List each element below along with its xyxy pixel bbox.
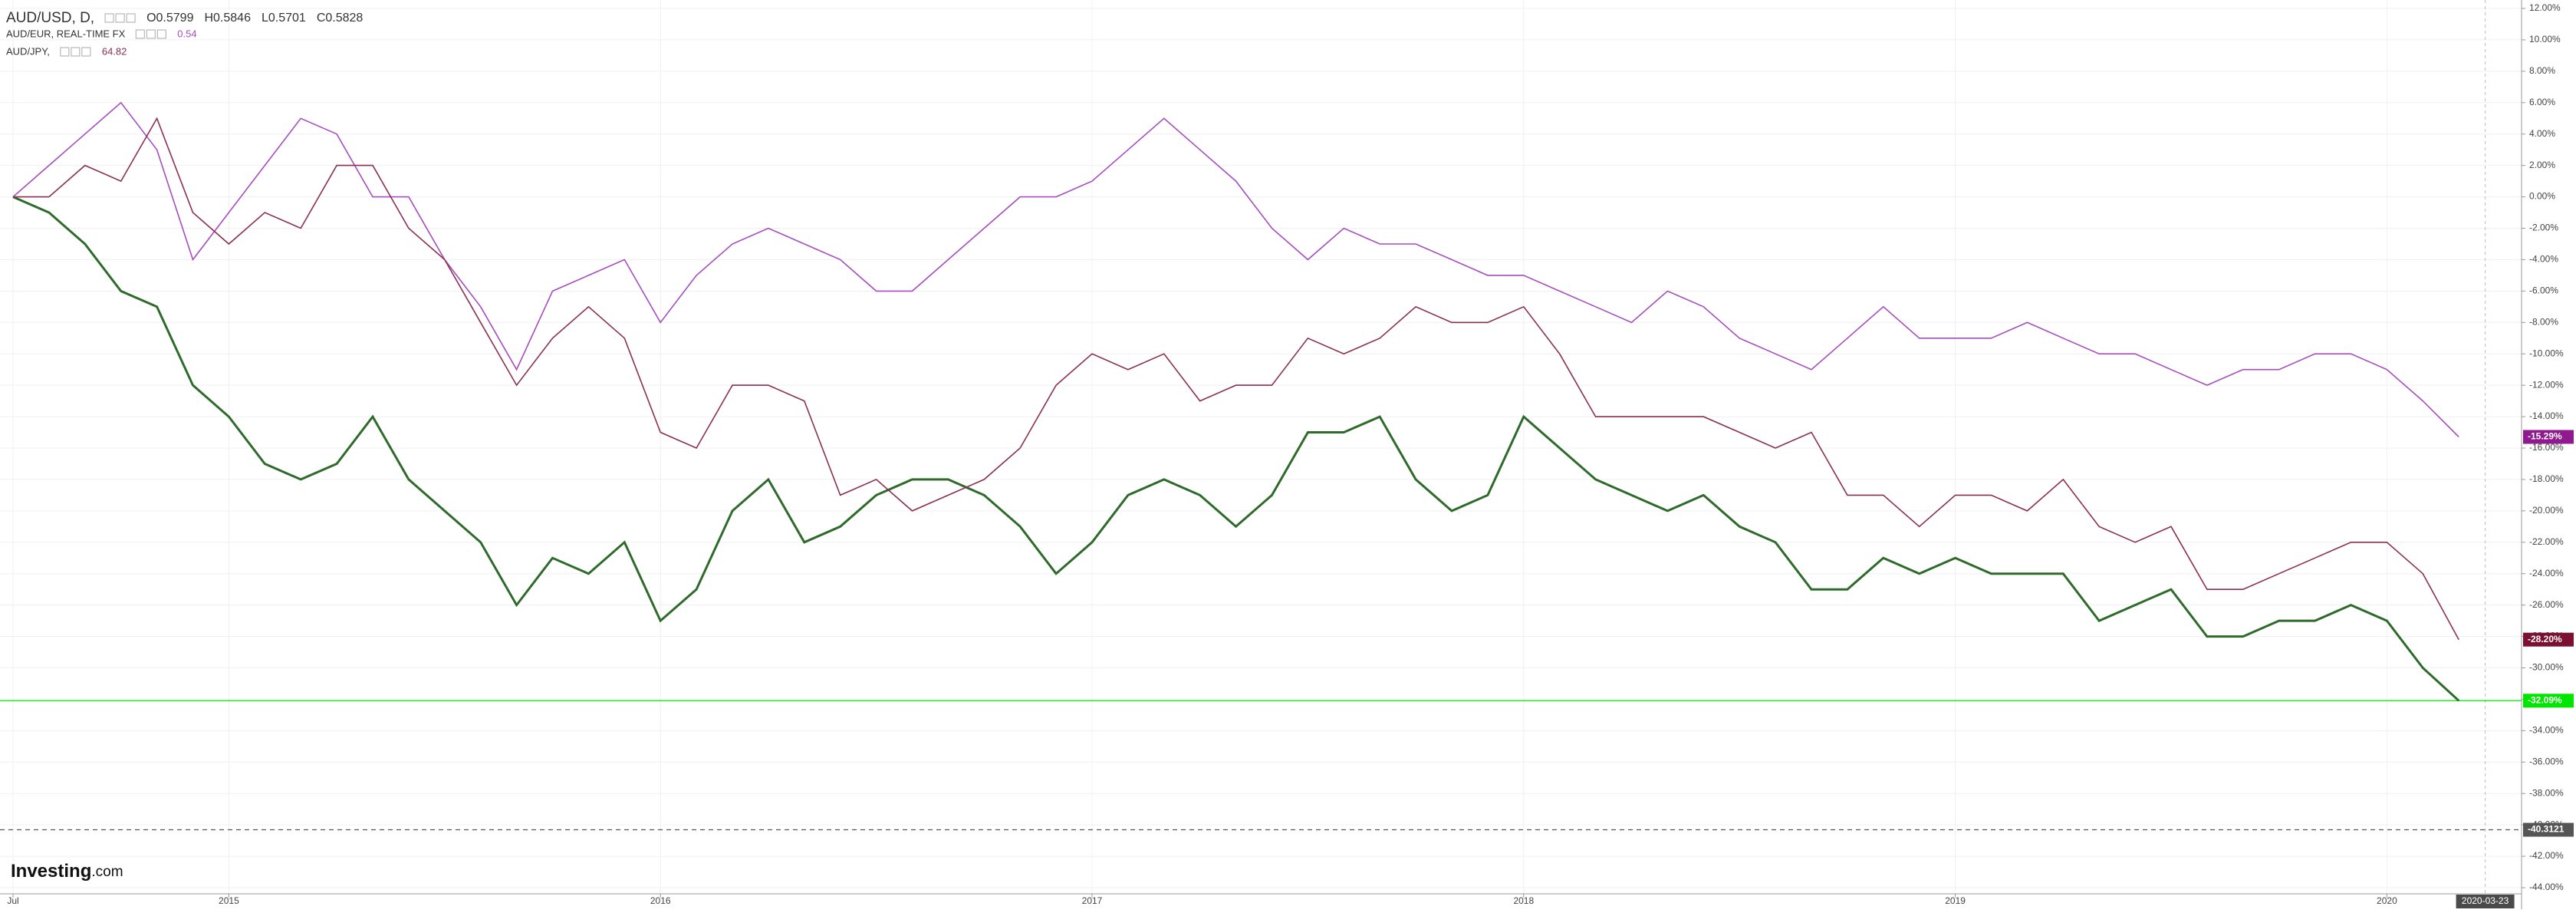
- logo: Investing.com: [11, 861, 123, 882]
- cursor-label-bg: [2456, 895, 2515, 908]
- y-tick-label: -22.00%: [2529, 536, 2564, 547]
- legend-button[interactable]: [126, 13, 136, 23]
- last-value-bg: [2523, 430, 2574, 444]
- x-tick-label: 2015: [219, 895, 239, 906]
- y-tick-label: -12.00%: [2529, 379, 2564, 390]
- legend-button[interactable]: [115, 13, 125, 23]
- y-tick-label: 4.00%: [2529, 128, 2555, 139]
- y-axis: 12.00% 10.00% 8.00% 6.00% 4.00% 2.00% 0.00% -2.…: [7, 2, 2574, 908]
- y-tick-label: -4.00%: [2529, 254, 2558, 265]
- x-tick-label: 2017: [1082, 895, 1103, 906]
- y-tick-label: -26.00%: [2529, 599, 2564, 610]
- y-tick-label: 2.00%: [2529, 160, 2555, 170]
- legend-button[interactable]: [135, 29, 145, 39]
- x-tick-label: 2018: [1513, 895, 1534, 906]
- legend-button[interactable]: [71, 47, 81, 57]
- legend-quote: 64.82: [102, 45, 127, 57]
- ohlc-value: O0.5799: [146, 12, 193, 25]
- y-tick-label: 12.00%: [2529, 2, 2561, 13]
- price-label-bg: [2523, 822, 2574, 837]
- series-line: [12, 101, 2459, 438]
- legend-button[interactable]: [156, 29, 166, 39]
- legend-button[interactable]: [60, 47, 70, 57]
- y-tick-label: -30.00%: [2529, 662, 2564, 673]
- y-tick-label: 0.00%: [2529, 191, 2555, 202]
- y-tick-label: -24.00%: [2529, 568, 2564, 578]
- legend-button[interactable]: [146, 29, 156, 39]
- legend: AUD/USD, D, O0.5799 H0.5846 L0.5701 C0.5828 A…: [6, 10, 363, 57]
- y-tick-label: -14.00%: [2529, 410, 2564, 421]
- y-tick-label: -16.00%: [2529, 442, 2564, 453]
- ohlc-value: H0.5846: [204, 12, 251, 25]
- price-label-bg: [2523, 694, 2574, 708]
- y-tick-label: -10.00%: [2529, 348, 2564, 358]
- y-tick-label: 8.00%: [2529, 65, 2555, 76]
- y-tick-label: -44.00%: [2529, 882, 2564, 892]
- legend-button[interactable]: [81, 47, 91, 57]
- y-tick-label: -20.00%: [2529, 505, 2564, 516]
- series-line: [13, 117, 2459, 641]
- last-value-label: -28.20%: [2528, 634, 2562, 644]
- y-tick-label: 6.00%: [2529, 97, 2555, 107]
- y-tick-label: -8.00%: [2529, 316, 2558, 327]
- legend-name[interactable]: AUD/USD, D,: [6, 10, 94, 26]
- y-tick-label: -18.00%: [2529, 473, 2564, 484]
- y-tick-label: 10.00%: [2529, 34, 2561, 44]
- y-tick-label: -42.00%: [2529, 850, 2564, 861]
- x-tick-label: 2019: [1945, 895, 1966, 906]
- last-value-label: -15.29%: [2528, 431, 2562, 442]
- y-tick-label: -38.00%: [2529, 787, 2564, 798]
- cursor-label: 2020-03-23: [2462, 895, 2509, 906]
- y-tick-label: -2.00%: [2529, 222, 2558, 233]
- y-tick-label: -36.00%: [2529, 756, 2564, 766]
- x-tick-label: 2016: [650, 895, 671, 906]
- y-tick-label: -6.00%: [2529, 285, 2558, 296]
- x-tick-label: Jul: [7, 895, 18, 906]
- legend-quote: 0.54: [177, 28, 196, 39]
- logo-main: Investing: [11, 861, 91, 882]
- price-label: -40.3121: [2528, 824, 2564, 835]
- ohlc-value: L0.5701: [262, 12, 306, 25]
- legend-button[interactable]: [104, 13, 114, 23]
- y-tick-label: -34.00%: [2529, 725, 2564, 736]
- last-value-bg: [2523, 632, 2574, 647]
- ohlc-value: C0.5828: [317, 12, 364, 25]
- price-label: -32.09%: [2528, 694, 2562, 705]
- plot-area: [0, 0, 2522, 894]
- logo-suffix: .com: [91, 864, 123, 880]
- legend-name[interactable]: AUD/JPY,: [6, 45, 50, 57]
- x-tick-label: 2020: [2377, 895, 2397, 906]
- series-line: [12, 196, 2460, 702]
- legend-name[interactable]: AUD/EUR, REAL-TIME FX: [6, 28, 126, 39]
